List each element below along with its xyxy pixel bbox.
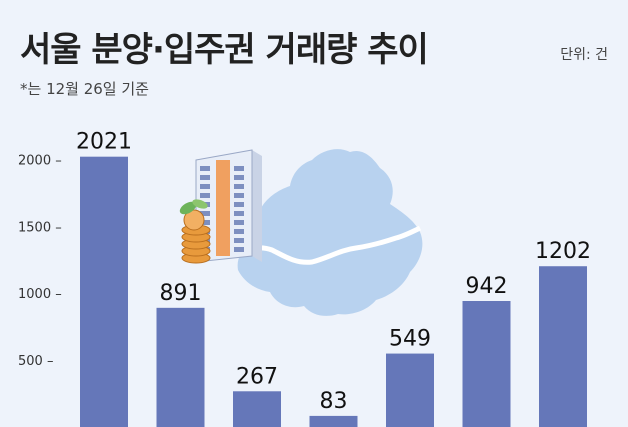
y-tick-label: 2000 – [18,153,62,168]
coin [183,209,205,231]
building-window [200,220,210,225]
seoul-map-shape [237,149,423,316]
sprout-icon [179,199,208,215]
chart-subtitle: *는 12월 26일 기준 [20,80,149,98]
building-window [234,166,244,171]
bar-value-label: 267 [236,364,278,389]
building-window [234,193,244,198]
han-river [235,225,422,265]
apartment-building-icon [195,149,262,263]
bar [462,301,511,427]
bar [156,307,205,427]
building-window [234,184,244,189]
building-window [234,247,244,252]
coin-stack-icon [181,209,211,264]
bar-value-label: 2021 [76,130,132,155]
chart-title: 서울 분양·입주권 거래량 추이 [20,30,429,70]
bar [80,156,128,427]
bar-value-label: 549 [389,327,431,352]
building-window [200,166,210,171]
bar [309,415,358,427]
building-window [234,229,244,234]
y-tick-label: 500 – [18,354,53,369]
y-tick-label: 1500 – [18,220,62,235]
unit-label: 단위: 건 [560,47,608,63]
building-window [200,193,210,198]
building-window [234,211,244,216]
bar-value-label: 1202 [535,239,591,264]
bar-value-label: 942 [466,274,508,299]
y-tick-label: 1000 – [18,287,62,302]
bar-value-label: 83 [320,389,348,414]
bar-value-label: 891 [160,281,202,306]
y-axis: 500 – 1000 – 1500 – 2000 – [18,153,62,369]
bar [539,266,587,427]
seoul-illustration [179,149,423,316]
bar [386,353,434,427]
building-window [200,184,210,189]
bar [233,391,281,427]
bars [80,156,587,427]
building-window [200,211,210,216]
building-window [234,202,244,207]
building-window [234,175,244,180]
building-window [200,175,210,180]
value-labels: 2021 891 267 83 549 942 1202 [76,130,591,414]
building-window [234,220,244,225]
building-window [234,238,244,243]
